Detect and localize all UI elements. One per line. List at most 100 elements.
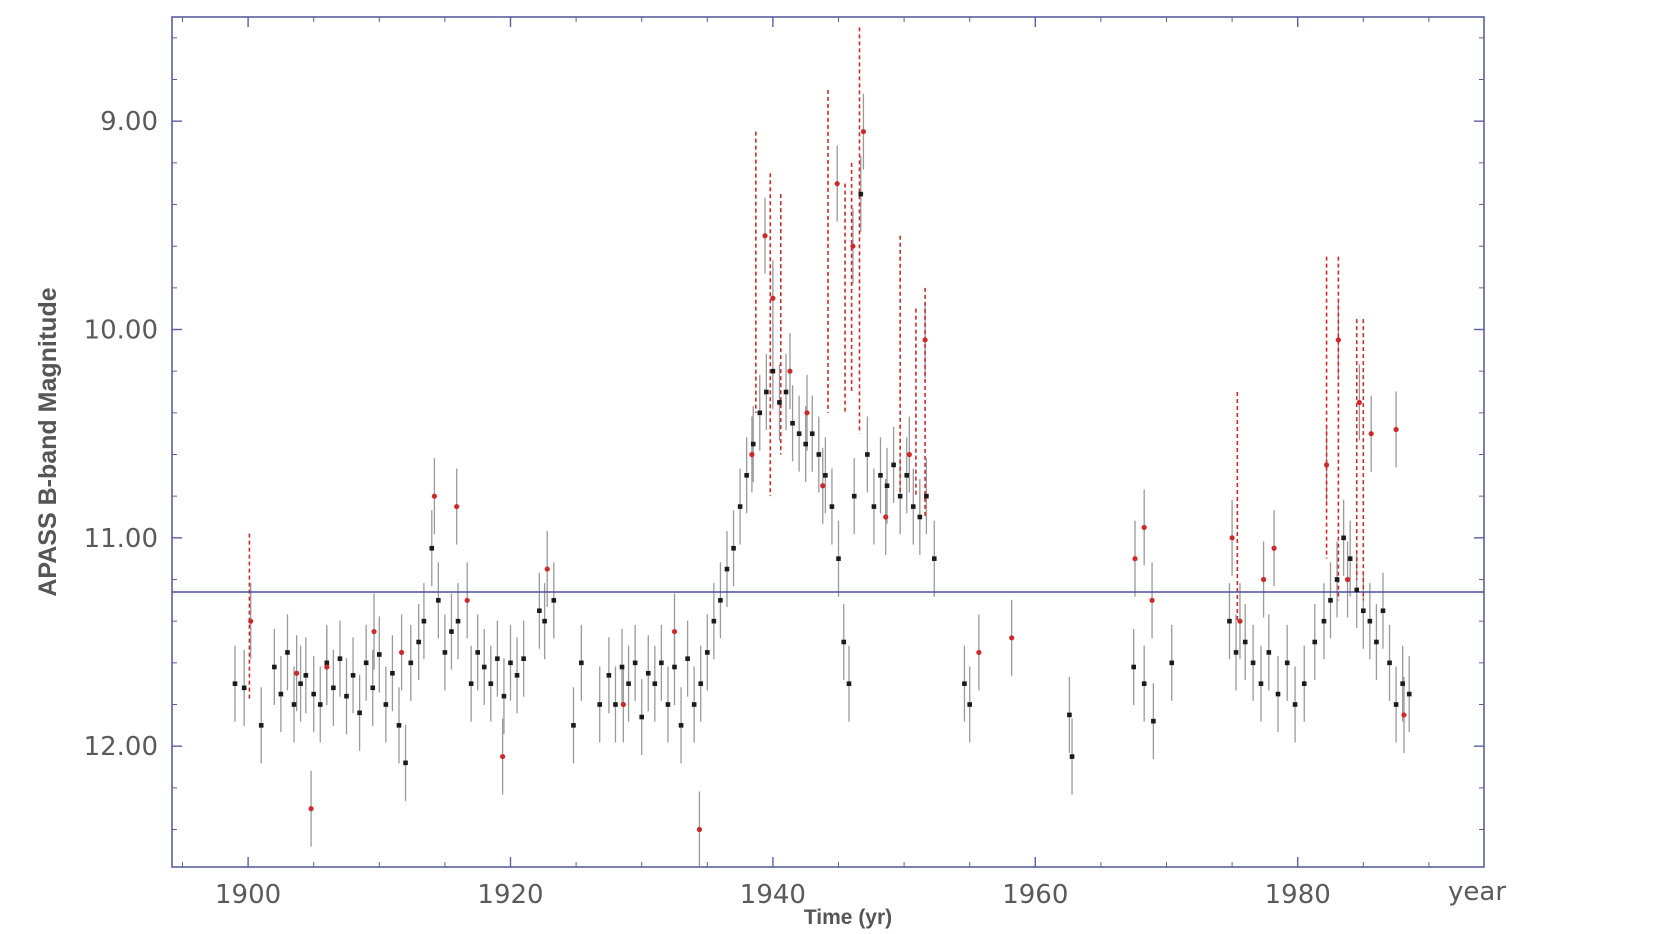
- data-point-red: [1132, 556, 1138, 562]
- data-point-black: [350, 673, 356, 678]
- data-point-black: [803, 441, 808, 447]
- data-point-black: [691, 702, 697, 707]
- upper-limit-layer: [248, 27, 1365, 701]
- data-point-black: [672, 664, 677, 670]
- data-point-black: [571, 723, 576, 728]
- data-point-black: [931, 556, 937, 561]
- data-point-black: [1301, 681, 1307, 686]
- data-point-black: [363, 660, 369, 666]
- data-point-red: [454, 503, 460, 510]
- data-point-black: [232, 681, 238, 686]
- data-point-red: [620, 701, 626, 708]
- data-point-black: [757, 410, 763, 416]
- data-point-black: [1328, 598, 1333, 603]
- data-point-black: [645, 670, 651, 676]
- data-point-black: [597, 702, 603, 707]
- data-point-black: [858, 191, 864, 197]
- x-axis-title: Time (yr): [804, 906, 892, 929]
- data-point-black: [1347, 556, 1353, 561]
- y-tick-label: 11.00: [84, 524, 158, 554]
- data-point-black: [396, 723, 402, 728]
- errorbars-layer: [234, 93, 1410, 868]
- data-point-black: [416, 639, 421, 645]
- data-point-black: [1227, 618, 1232, 624]
- data-point-black: [750, 441, 756, 447]
- data-point-red: [820, 483, 826, 489]
- data-point-black: [317, 702, 323, 707]
- data-point-red: [749, 451, 755, 458]
- data-point-red: [834, 181, 840, 187]
- data-point-black: [1258, 681, 1264, 686]
- data-point-red: [922, 337, 928, 343]
- data-point-black: [816, 452, 822, 457]
- data-point-red: [850, 243, 856, 249]
- data-point-black: [390, 670, 395, 676]
- data-point-red: [1237, 618, 1243, 624]
- data-point-black: [659, 660, 664, 666]
- data-point-black: [652, 681, 658, 686]
- data-point-red: [399, 649, 405, 656]
- data-point-red: [1271, 545, 1277, 551]
- data-point-black: [1169, 660, 1175, 666]
- data-point-black: [836, 556, 841, 561]
- data-point-black: [724, 566, 730, 572]
- data-point-black: [475, 650, 480, 655]
- data-point-black: [376, 652, 382, 657]
- data-point-red: [804, 410, 810, 416]
- data-point-red: [1229, 535, 1235, 541]
- data-point-black: [449, 629, 454, 634]
- data-point-red: [1356, 399, 1362, 406]
- data-point-black: [1321, 618, 1327, 624]
- y-tick-label: 9.00: [100, 107, 158, 137]
- data-point-black: [841, 639, 847, 645]
- data-point-black: [770, 368, 776, 374]
- data-point-black: [910, 504, 916, 509]
- data-point-black: [495, 656, 500, 661]
- y-tick-label: 10.00: [84, 316, 158, 346]
- data-point-red: [1401, 712, 1407, 718]
- data-point-red: [1335, 337, 1341, 343]
- data-point-black: [551, 598, 557, 603]
- data-point-red: [1141, 524, 1147, 531]
- data-point-black: [285, 650, 290, 655]
- data-point-black: [508, 660, 513, 666]
- data-point-red: [1323, 462, 1330, 468]
- data-point-black: [357, 710, 362, 716]
- data-point-black: [403, 760, 408, 766]
- data-point-red: [544, 566, 550, 572]
- data-point-black: [917, 514, 923, 520]
- data-point-black: [1334, 577, 1340, 582]
- data-point-black: [823, 473, 828, 478]
- x-tick-label: 1940: [740, 880, 806, 910]
- data-point-black: [1275, 691, 1281, 697]
- data-point-black: [1284, 660, 1290, 666]
- data-point-black: [704, 650, 710, 655]
- data-point-black: [1360, 608, 1366, 614]
- data-point-black: [829, 504, 835, 509]
- data-point-black: [1387, 660, 1392, 666]
- data-point-black: [1292, 702, 1298, 707]
- data-point-black: [1266, 650, 1272, 655]
- data-point-red: [464, 597, 470, 603]
- data-point-black: [619, 664, 625, 670]
- data-point-red: [248, 618, 254, 624]
- data-point-red: [696, 826, 703, 833]
- data-point-black: [1131, 664, 1136, 670]
- data-point-black: [632, 660, 638, 666]
- data-point-black: [408, 660, 414, 666]
- data-point-black: [311, 691, 316, 697]
- data-point-black: [678, 723, 684, 728]
- data-point-black: [639, 714, 644, 720]
- data-point-black: [711, 618, 717, 624]
- data-points-layer: [232, 128, 1412, 833]
- data-point-black: [871, 504, 877, 509]
- data-point-red: [294, 670, 300, 676]
- data-point-red: [371, 628, 377, 635]
- y-axis-title: APASS B-band Magnitude: [34, 287, 62, 596]
- data-point-black: [967, 702, 972, 707]
- data-point-black: [764, 389, 769, 395]
- data-point-black: [783, 389, 789, 395]
- data-point-black: [685, 656, 690, 661]
